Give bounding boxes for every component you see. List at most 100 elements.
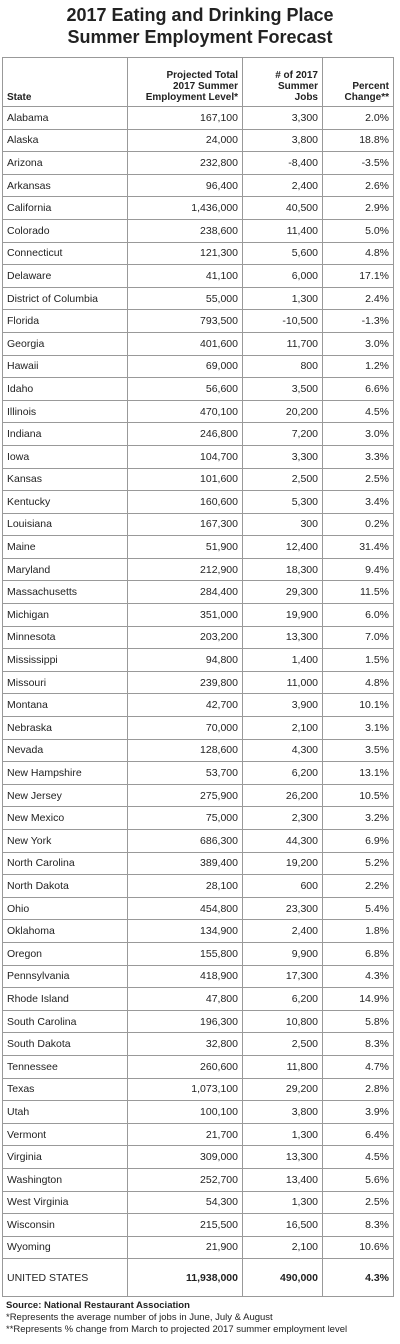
note: *Represents the average number of jobs i…: [6, 1312, 273, 1323]
header-line: Jobs: [294, 92, 318, 103]
value-cell: 238,600: [127, 218, 243, 243]
state-cell: Missouri: [2, 670, 128, 695]
value-cell: 10.6%: [322, 1235, 394, 1260]
total-cell: 11,938,000: [127, 1258, 243, 1298]
state-cell: Illinois: [2, 399, 128, 424]
state-cell: Pennsylvania: [2, 964, 128, 989]
table-row: North Carolina 389,400 19,200 5.2%: [2, 851, 394, 876]
table-row: Minnesota 203,200 13,300 7.0%: [2, 625, 394, 650]
value-cell: 29,200: [242, 1077, 323, 1102]
value-cell: 2,400: [242, 919, 323, 943]
table-row: Wisconsin 215,500 16,500 8.3%: [2, 1213, 394, 1237]
value-cell: 167,100: [127, 106, 243, 130]
value-cell: 4.7%: [322, 1054, 394, 1079]
value-cell: 793,500: [127, 309, 243, 333]
value-cell: 47,800: [127, 987, 243, 1011]
header-line: Percent: [352, 81, 389, 92]
table-row: West Virginia 54,300 1,300 2.5%: [2, 1190, 394, 1215]
value-cell: 686,300: [127, 829, 243, 853]
state-cell: California: [2, 196, 128, 220]
value-cell: -10,500: [242, 309, 323, 333]
value-cell: 10,800: [242, 1009, 323, 1034]
state-cell: Colorado: [2, 218, 128, 243]
table-row: Rhode Island 47,800 6,200 14.9%: [2, 987, 394, 1011]
value-cell: 3,500: [242, 377, 323, 401]
state-cell: Michigan: [2, 603, 128, 627]
state-cell: Iowa: [2, 444, 128, 469]
value-cell: 6.0%: [322, 603, 394, 627]
value-cell: 28,100: [127, 874, 243, 898]
table-row: New York 686,300 44,300 6.9%: [2, 829, 394, 853]
header-line: Change**: [344, 92, 389, 103]
value-cell: 351,000: [127, 603, 243, 627]
value-cell: 2.9%: [322, 196, 394, 220]
value-cell: 26,200: [242, 783, 323, 808]
value-cell: 4.8%: [322, 670, 394, 695]
total-cell: 490,000: [242, 1258, 323, 1298]
value-cell: 23,300: [242, 896, 323, 921]
value-cell: 155,800: [127, 941, 243, 966]
value-cell: 246,800: [127, 422, 243, 446]
value-cell: 11.5%: [322, 580, 394, 605]
state-cell: Virginia: [2, 1145, 128, 1169]
state-cell: Idaho: [2, 377, 128, 401]
table-row: South Dakota 32,800 2,500 8.3%: [2, 1032, 394, 1056]
value-cell: -3.5%: [322, 151, 394, 175]
state-cell: New Hampshire: [2, 761, 128, 785]
table-row: Kentucky 160,600 5,300 3.4%: [2, 490, 394, 514]
value-cell: 8.3%: [322, 1213, 394, 1237]
table: State Projected Total 2017 Summer Employmen…: [2, 57, 394, 1298]
value-cell: 4,300: [242, 738, 323, 763]
value-cell: 69,000: [127, 354, 243, 379]
value-cell: 13,400: [242, 1167, 323, 1192]
value-cell: 121,300: [127, 241, 243, 266]
table-row: Ohio 454,800 23,300 5.4%: [2, 896, 394, 921]
value-cell: 5,300: [242, 490, 323, 514]
value-cell: 4.5%: [322, 399, 394, 424]
table-row: Nebraska 70,000 2,100 3.1%: [2, 716, 394, 740]
state-cell: Kansas: [2, 467, 128, 492]
table-row: Missouri 239,800 11,000 4.8%: [2, 670, 394, 695]
value-cell: 17,300: [242, 964, 323, 989]
state-cell: Nebraska: [2, 716, 128, 740]
value-cell: 2,300: [242, 806, 323, 830]
state-cell: Minnesota: [2, 625, 128, 650]
value-cell: 29,300: [242, 580, 323, 605]
value-cell: 3.9%: [322, 1100, 394, 1124]
value-cell: 1,300: [242, 286, 323, 311]
value-cell: 5.6%: [322, 1167, 394, 1192]
value-cell: 167,300: [127, 512, 243, 537]
table-row: New Jersey 275,900 26,200 10.5%: [2, 783, 394, 808]
value-cell: 3,300: [242, 444, 323, 469]
table-row: Colorado 238,600 11,400 5.0%: [2, 218, 394, 243]
value-cell: 5.2%: [322, 851, 394, 876]
state-cell: Maryland: [2, 557, 128, 582]
value-cell: 2,500: [242, 1032, 323, 1056]
header-line: Projected Total: [166, 70, 239, 81]
value-cell: 600: [242, 874, 323, 898]
table-row: South Carolina 196,300 10,800 5.8%: [2, 1009, 394, 1034]
value-cell: 2,100: [242, 716, 323, 740]
value-cell: 70,000: [127, 716, 243, 740]
state-cell: Nevada: [2, 738, 128, 763]
value-cell: 470,100: [127, 399, 243, 424]
value-cell: 3,800: [242, 128, 323, 153]
table-row: Indiana 246,800 7,200 3.0%: [2, 422, 394, 446]
state-cell: New York: [2, 829, 128, 853]
value-cell: 134,900: [127, 919, 243, 943]
value-cell: 252,700: [127, 1167, 243, 1192]
value-cell: 0.2%: [322, 512, 394, 537]
value-cell: 75,000: [127, 806, 243, 830]
state-cell: West Virginia: [2, 1190, 128, 1215]
value-cell: 9,900: [242, 941, 323, 966]
state-cell: Utah: [2, 1100, 128, 1124]
title-line: Summer Employment Forecast: [67, 27, 333, 47]
column-header: State: [2, 57, 128, 107]
table-row: Montana 42,700 3,900 10.1%: [2, 693, 394, 718]
value-cell: 104,700: [127, 444, 243, 469]
state-cell: Wyoming: [2, 1235, 128, 1260]
value-cell: 100,100: [127, 1100, 243, 1124]
value-cell: 3.2%: [322, 806, 394, 830]
value-cell: 2,100: [242, 1235, 323, 1260]
table-row: Oklahoma 134,900 2,400 1.8%: [2, 919, 394, 943]
